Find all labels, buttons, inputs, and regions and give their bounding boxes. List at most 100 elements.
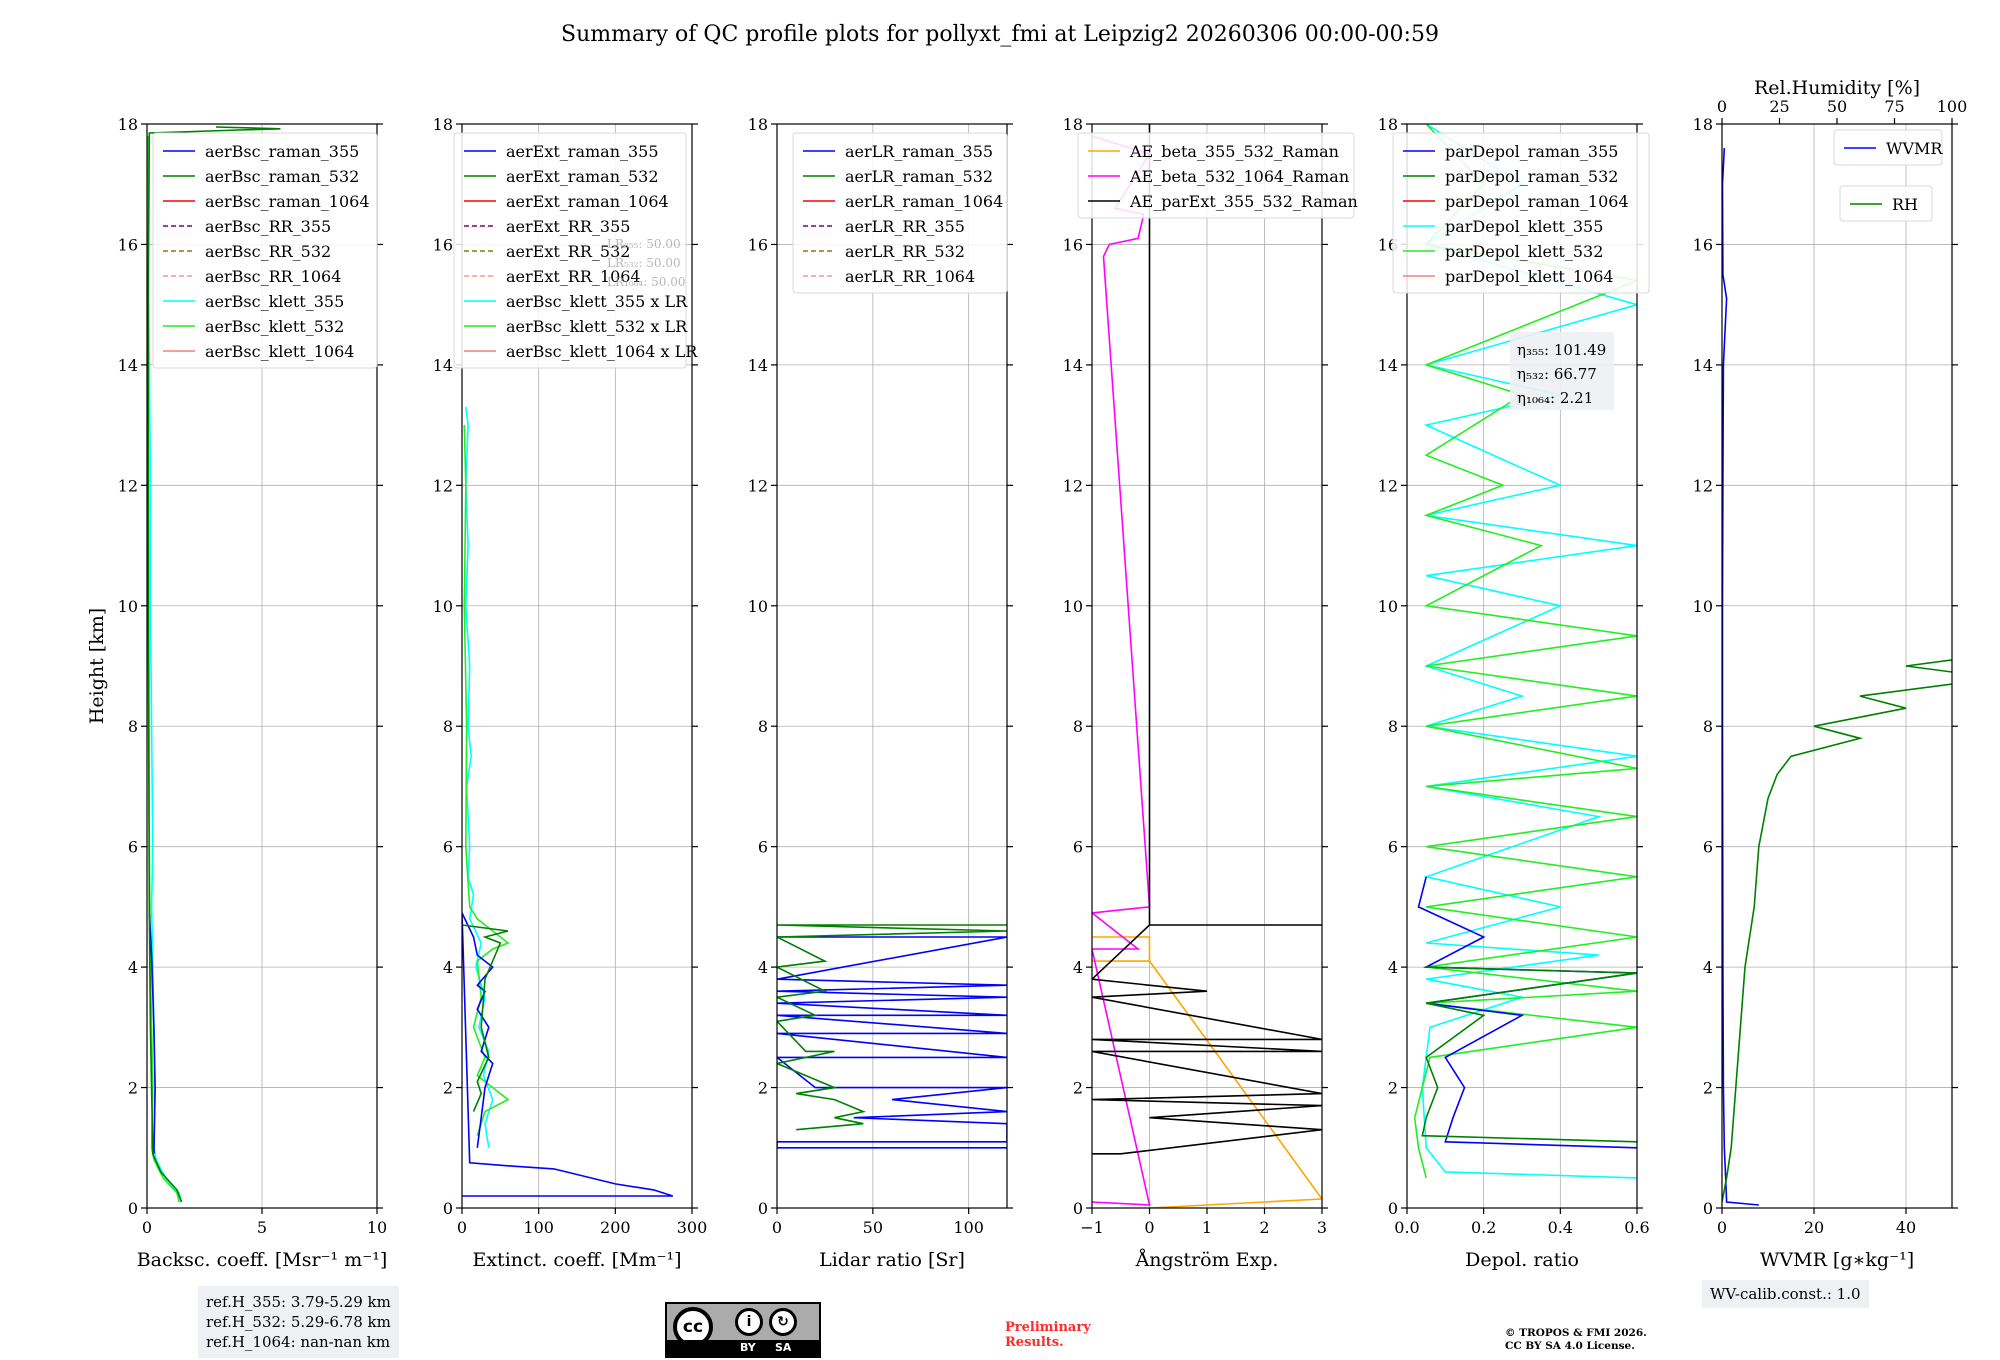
legend-label: aerExt_raman_532 bbox=[506, 167, 659, 186]
y-tick-label: 14 bbox=[1378, 356, 1398, 375]
top-x-tick-label: 25 bbox=[1769, 97, 1789, 116]
lidar-ratio-annotation: LR₃₅₅: 50.00 bbox=[607, 237, 681, 251]
x-axis-label: Backsc. coeff. [Msr⁻¹ m⁻¹] bbox=[137, 1249, 388, 1271]
x-tick-label: 0 bbox=[1144, 1218, 1154, 1237]
legend-rh: RH bbox=[1839, 185, 1933, 222]
legend-label: aerLR_raman_532 bbox=[845, 167, 993, 186]
series-line-AE-beta-532-1064-Raman bbox=[1092, 135, 1151, 1206]
y-tick-label: 6 bbox=[1388, 838, 1398, 857]
legend-label: aerLR_raman_355 bbox=[845, 142, 993, 161]
copyright-line-2: CC BY SA 4.0 License. bbox=[1505, 1340, 1635, 1352]
legend-label: aerBsc_klett_355 x LR bbox=[506, 292, 688, 311]
eta-annotation: η₃₅₅: 101.49 bbox=[1517, 341, 1606, 359]
y-tick-label: 4 bbox=[128, 958, 138, 977]
x-axis-label: WVMR [g∗kg⁻¹] bbox=[1760, 1249, 1914, 1271]
y-tick-label: 0 bbox=[758, 1199, 768, 1218]
lidar-ratio-annotation: LR₅₃₂: 50.00 bbox=[607, 256, 681, 270]
series-line-aerLR-raman-355 bbox=[777, 936, 1007, 1149]
series-line-aerBsc-klett-355 bbox=[147, 135, 183, 1203]
x-tick-label: 10 bbox=[367, 1218, 387, 1237]
y-tick-label: 16 bbox=[1063, 235, 1083, 254]
x-tick-label: 200 bbox=[600, 1218, 631, 1237]
legend-label: parDepol_raman_355 bbox=[1445, 142, 1618, 161]
legend-label: parDepol_raman_1064 bbox=[1445, 192, 1629, 211]
ref-h-532: ref.H_532: 5.29-6.78 km bbox=[206, 1313, 391, 1331]
ref-h-1064: ref.H_1064: nan-nan km bbox=[206, 1333, 391, 1351]
legend-frame bbox=[1392, 132, 1650, 294]
y-tick-label: 14 bbox=[1063, 356, 1083, 375]
x-tick-label: 0 bbox=[457, 1218, 467, 1237]
y-axis-label: Height [km] bbox=[86, 608, 108, 724]
legend-label: AE_beta_532_1064_Raman bbox=[1129, 167, 1349, 186]
y-tick-label: 4 bbox=[443, 958, 453, 977]
x-tick-label: 3 bbox=[1317, 1218, 1327, 1237]
series-line-WVMR bbox=[1722, 148, 1759, 1206]
y-tick-label: 18 bbox=[433, 115, 453, 134]
y-tick-label: 0 bbox=[1073, 1199, 1083, 1218]
y-tick-label: 14 bbox=[748, 356, 768, 375]
series-line-parDepol-raman-532 bbox=[1421, 966, 1637, 1143]
legend-label: aerLR_RR_1064 bbox=[845, 267, 975, 286]
y-tick-label: 8 bbox=[1703, 717, 1713, 736]
y-tick-label: 18 bbox=[1063, 115, 1083, 134]
y-tick-label: 10 bbox=[1378, 597, 1398, 616]
x-axis-label: Depol. ratio bbox=[1465, 1249, 1579, 1271]
legend-frame bbox=[1839, 185, 1933, 222]
y-tick-label: 10 bbox=[1063, 597, 1083, 616]
legend-frame bbox=[1833, 129, 1943, 166]
legend-wvmr: WVMR bbox=[1833, 129, 1943, 166]
cc-bar bbox=[667, 1340, 819, 1356]
legend-label: aerBsc_raman_532 bbox=[205, 167, 359, 186]
x-tick-label: 50 bbox=[863, 1218, 883, 1237]
y-tick-label: 6 bbox=[128, 838, 138, 857]
x-tick-label: 0.2 bbox=[1471, 1218, 1496, 1237]
x-tick-label: 300 bbox=[677, 1218, 708, 1237]
y-tick-label: 0 bbox=[1388, 1199, 1398, 1218]
y-tick-label: 0 bbox=[1703, 1199, 1713, 1218]
x-tick-label: 1 bbox=[1202, 1218, 1212, 1237]
x-tick-label: 0.6 bbox=[1624, 1218, 1649, 1237]
y-tick-label: 16 bbox=[118, 235, 138, 254]
y-tick-label: 18 bbox=[1378, 115, 1398, 134]
legend: parDepol_raman_355 parDepol_raman_532 parD… bbox=[1392, 132, 1650, 294]
x-tick-label: 0 bbox=[142, 1218, 152, 1237]
y-tick-label: 2 bbox=[128, 1079, 138, 1098]
series-line-aerBsc-raman-532 bbox=[147, 126, 281, 1203]
y-tick-label: 8 bbox=[443, 717, 453, 736]
y-tick-label: 12 bbox=[748, 476, 768, 495]
x-tick-label: 100 bbox=[523, 1218, 554, 1237]
y-tick-label: 4 bbox=[1388, 958, 1398, 977]
y-tick-label: 16 bbox=[1693, 235, 1713, 254]
legend: aerLR_raman_355 aerLR_raman_532 aerLR_rama… bbox=[792, 132, 1008, 294]
legend-frame bbox=[453, 132, 687, 369]
x-tick-label: 2 bbox=[1259, 1218, 1269, 1237]
y-tick-label: 0 bbox=[443, 1199, 453, 1218]
legend-frame bbox=[152, 132, 378, 369]
panel-1: 0 2 4 6 8 10 12 14 16 18 0 5 10 Backsc. coeff. [Msr⁻¹… bbox=[118, 115, 388, 1271]
legend-label: AE_beta_355_532_Raman bbox=[1129, 142, 1339, 161]
y-tick-label: 8 bbox=[1388, 717, 1398, 736]
y-tick-label: 16 bbox=[748, 235, 768, 254]
copyright-line-1: © TROPOS & FMI 2026. bbox=[1505, 1327, 1647, 1339]
series-line-AE-beta-355-532-Raman bbox=[1092, 936, 1322, 1208]
legend-label: aerExt_raman_355 bbox=[506, 142, 659, 161]
y-tick-label: 8 bbox=[1073, 717, 1083, 736]
y-tick-label: 14 bbox=[433, 356, 453, 375]
x-axis-label: Ångström Exp. bbox=[1135, 1249, 1279, 1271]
reference-height-info: ref.H_355: 3.79-5.29 km ref.H_532: 5.29-… bbox=[198, 1286, 399, 1358]
x-tick-label: 0.0 bbox=[1394, 1218, 1419, 1237]
y-tick-label: 16 bbox=[433, 235, 453, 254]
legend-label: aerExt_RR_532 bbox=[506, 242, 630, 261]
top-x-tick-label: 100 bbox=[1937, 97, 1968, 116]
legend-label: aerBsc_RR_532 bbox=[205, 242, 331, 261]
y-tick-label: 10 bbox=[433, 597, 453, 616]
axes-frame bbox=[461, 123, 693, 1209]
series-line-aerBsc-klett-532-x-LR bbox=[463, 425, 510, 1136]
by-label: BY bbox=[740, 1341, 756, 1354]
axes-frame bbox=[776, 123, 1008, 1209]
legend-label: aerBsc_klett_532 bbox=[205, 317, 344, 336]
legend: aerBsc_raman_355 aerBsc_raman_532 aerBsc_r… bbox=[152, 132, 378, 369]
y-tick-label: 10 bbox=[1693, 597, 1713, 616]
cc-license-logo: cc i ↻ BY SA bbox=[665, 1302, 821, 1358]
y-tick-label: 10 bbox=[118, 597, 138, 616]
